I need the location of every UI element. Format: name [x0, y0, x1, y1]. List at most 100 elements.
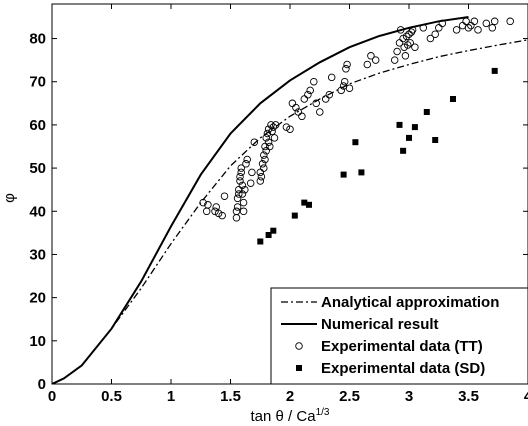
- x-tick-label: 2.5: [339, 388, 360, 405]
- tt-data-point: [488, 24, 497, 32]
- sd-data-point: [291, 212, 298, 219]
- tt-data-point: [462, 17, 470, 26]
- analytical-approximation-line: [52, 39, 528, 384]
- x-tick-label: 1.5: [220, 388, 241, 405]
- x-tick-label: 0: [48, 388, 56, 405]
- tt-data-point: [237, 168, 245, 177]
- tt-data-point: [470, 17, 479, 26]
- tt-data-point: [340, 77, 349, 86]
- legend-box: [270, 287, 528, 385]
- tt-data-point: [257, 172, 266, 181]
- x-tick-label: 0.5: [101, 388, 122, 405]
- legend-label: Numerical result: [321, 316, 439, 333]
- sd-data-point: [400, 147, 407, 154]
- tt-data-point: [199, 198, 207, 207]
- tt-data-point: [248, 168, 256, 177]
- tt-data-point: [262, 134, 270, 142]
- sd-data-point: [306, 201, 312, 208]
- x-tick-label: 1: [167, 388, 175, 405]
- tt-data-point: [271, 121, 280, 129]
- tt-data-point: [233, 203, 242, 211]
- tt-data-point: [367, 52, 375, 60]
- tt-data-point: [218, 211, 226, 220]
- sd-data-point: [396, 121, 403, 128]
- tt-data-point: [261, 155, 269, 164]
- tt-data-point: [298, 112, 306, 121]
- tt-data-point: [269, 123, 278, 131]
- tt-data-point: [220, 192, 229, 200]
- tt-data-point: [490, 17, 499, 26]
- x-tick-label: 3.5: [458, 388, 479, 405]
- numerical-result-line: [52, 16, 469, 384]
- tt-data-point: [292, 103, 300, 112]
- y-tick-label: 30: [29, 246, 46, 263]
- tt-data-point: [270, 134, 279, 142]
- tt-data-point: [260, 164, 268, 172]
- tt-data-point: [214, 209, 223, 218]
- tt-data-point: [402, 32, 411, 41]
- sd-data-point: [411, 124, 418, 131]
- tt-data-point: [506, 17, 514, 26]
- tt-data-point: [235, 190, 243, 198]
- y-tick-label: 70: [29, 74, 46, 91]
- tt-data-point: [337, 86, 345, 95]
- sd-data-point: [406, 134, 412, 141]
- x-axis-label-main: tan θ / Ca: [251, 408, 317, 425]
- x-axis-label-exponent: 1/3: [316, 407, 330, 418]
- tt-data-point: [474, 26, 482, 34]
- tt-data-point: [482, 19, 491, 28]
- series-layer: [52, 16, 528, 384]
- sd-data-point: [340, 171, 347, 178]
- sd-data-point: [432, 137, 439, 143]
- tt-data-point: [256, 177, 265, 185]
- sd-data-point: [358, 169, 365, 176]
- tt-data-point: [396, 26, 405, 34]
- tt-data-point: [250, 138, 259, 146]
- y-tick-label: 80: [29, 31, 46, 48]
- tt-data-point: [438, 19, 447, 28]
- tt-data-point: [237, 164, 245, 172]
- tt-data-point: [204, 201, 212, 209]
- tt-data-point: [371, 56, 380, 64]
- tt-data-point: [242, 160, 250, 168]
- tt-data-point: [316, 108, 324, 116]
- tt-data-point: [286, 125, 294, 133]
- tt-data-point: [263, 129, 272, 138]
- tt-data-point: [238, 190, 247, 198]
- tt-data-point: [395, 39, 404, 47]
- tt-data-point: [232, 207, 241, 216]
- sd-data-point: [257, 238, 264, 245]
- tt-data-point: [312, 99, 320, 108]
- tt-data-point: [419, 24, 428, 32]
- y-tick-label: 50: [29, 160, 46, 177]
- x-tick-label: 3: [405, 388, 413, 405]
- tt-data-point: [464, 24, 473, 32]
- tt-data-point: [266, 142, 274, 151]
- sd-data-point: [270, 227, 277, 234]
- tt-data-point: [400, 43, 408, 51]
- legend-circle-swatch: [295, 342, 303, 350]
- legend-label: Experimental data (SD): [321, 360, 485, 377]
- y-tick-label: 40: [29, 203, 46, 220]
- tt-data-point: [264, 138, 273, 146]
- tt-data-point: [342, 65, 350, 73]
- tt-data-point: [236, 172, 244, 181]
- tt-data-point: [258, 160, 267, 168]
- tt-data-point: [241, 185, 249, 194]
- tt-data-point: [363, 60, 372, 69]
- x-tick-label: 2: [286, 388, 294, 405]
- tt-data-point: [211, 207, 219, 216]
- legend: Analytical approximation Numerical result…: [270, 287, 528, 385]
- y-tick-label: 10: [29, 333, 46, 350]
- tt-data-point: [246, 179, 255, 187]
- tt-data-point: [238, 181, 247, 190]
- tt-data-point: [260, 151, 268, 159]
- tt-data-point: [239, 207, 248, 216]
- tt-data-point: [239, 198, 248, 207]
- tt-data-point: [345, 84, 354, 92]
- tt-data-point: [306, 86, 314, 95]
- y-tick-label: 20: [29, 290, 46, 307]
- tt-data-point: [310, 77, 318, 86]
- y-tick-label: 0: [38, 376, 46, 393]
- tt-data-point: [282, 123, 291, 131]
